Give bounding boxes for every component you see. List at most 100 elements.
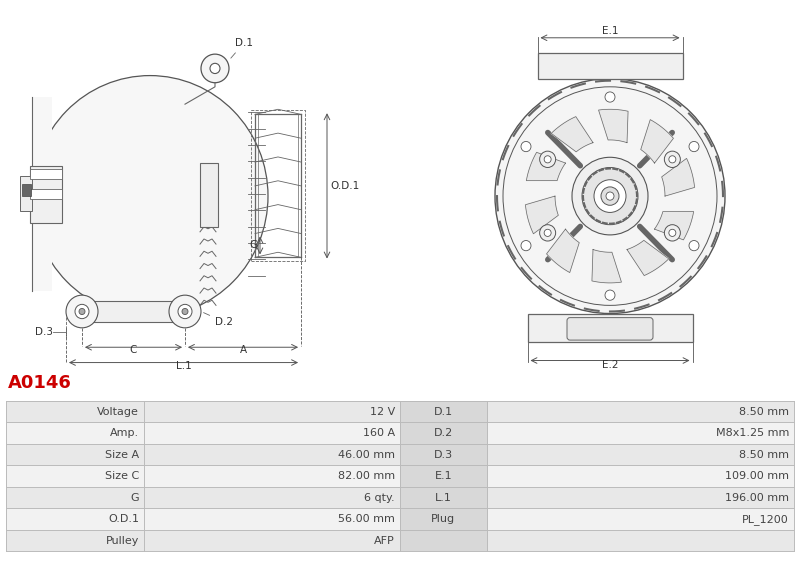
Bar	[6, 422, 144, 444]
Bar	[486, 530, 794, 552]
Polygon shape	[662, 158, 694, 196]
Bar	[144, 465, 400, 487]
Text: L.1: L.1	[435, 493, 452, 503]
Text: C: C	[130, 345, 137, 355]
Circle shape	[79, 309, 85, 315]
Text: 6 qty.: 6 qty.	[364, 493, 395, 503]
Text: 109.00 mm: 109.00 mm	[725, 471, 789, 481]
Circle shape	[664, 224, 680, 241]
Text: D.3: D.3	[434, 450, 453, 460]
Bar	[144, 530, 400, 552]
Bar	[486, 444, 794, 465]
Bar	[486, 401, 794, 422]
Circle shape	[521, 240, 531, 251]
Text: A: A	[239, 345, 246, 355]
Text: G: G	[130, 493, 139, 503]
Circle shape	[178, 305, 192, 319]
Text: L.1: L.1	[176, 361, 191, 371]
Bar	[6, 530, 144, 552]
Text: 8.50 mm: 8.50 mm	[739, 450, 789, 460]
Circle shape	[582, 168, 638, 224]
Circle shape	[201, 54, 229, 83]
Bar	[400, 465, 486, 487]
Circle shape	[544, 230, 551, 236]
Circle shape	[495, 78, 725, 314]
Bar	[144, 444, 400, 465]
Text: G: G	[250, 240, 258, 250]
Text: O.D.1: O.D.1	[108, 514, 139, 524]
Bar	[200, 164, 218, 227]
Text: 46.00 mm: 46.00 mm	[338, 450, 395, 460]
Text: E.1: E.1	[434, 471, 452, 481]
Bar	[6, 444, 144, 465]
Bar	[144, 509, 400, 530]
Bar	[486, 487, 794, 509]
Polygon shape	[654, 212, 694, 240]
Bar	[400, 530, 486, 552]
Text: 56.00 mm: 56.00 mm	[338, 514, 395, 524]
Circle shape	[75, 305, 89, 319]
Text: D.3: D.3	[35, 327, 53, 337]
Bar	[486, 422, 794, 444]
Polygon shape	[641, 120, 674, 163]
Text: A0146: A0146	[8, 374, 72, 392]
Text: D.2: D.2	[203, 312, 233, 327]
Bar	[82, 301, 185, 321]
Bar	[486, 509, 794, 530]
Text: E.2: E.2	[602, 360, 618, 369]
Text: O.D.1: O.D.1	[330, 181, 359, 191]
Bar	[486, 465, 794, 487]
Bar	[22, 184, 31, 196]
Polygon shape	[598, 109, 628, 143]
Bar	[6, 465, 144, 487]
Circle shape	[210, 63, 220, 73]
Circle shape	[594, 180, 626, 213]
Bar	[30, 189, 62, 199]
Text: D.1: D.1	[231, 38, 253, 58]
Polygon shape	[592, 249, 622, 283]
Circle shape	[605, 290, 615, 300]
Polygon shape	[546, 229, 579, 272]
Text: Voltage: Voltage	[97, 407, 139, 417]
Text: D.1: D.1	[434, 407, 453, 417]
Circle shape	[606, 192, 614, 200]
Text: Plug: Plug	[431, 514, 455, 524]
Bar	[6, 509, 144, 530]
Text: AFP: AFP	[374, 536, 395, 546]
Polygon shape	[627, 240, 669, 276]
Text: Pulley: Pulley	[106, 536, 139, 546]
Circle shape	[182, 309, 188, 315]
Bar	[400, 444, 486, 465]
Text: 160 A: 160 A	[363, 428, 395, 438]
Bar	[144, 401, 400, 422]
Text: Size A: Size A	[105, 450, 139, 460]
Bar	[400, 422, 486, 444]
Circle shape	[169, 295, 201, 328]
Bar	[400, 509, 486, 530]
Text: PL_1200: PL_1200	[742, 514, 789, 525]
Circle shape	[521, 142, 531, 152]
Text: Amp.: Amp.	[110, 428, 139, 438]
Bar	[30, 169, 62, 179]
Bar	[538, 53, 682, 78]
Polygon shape	[551, 117, 593, 152]
Bar	[30, 166, 62, 223]
Text: D.2: D.2	[434, 428, 453, 438]
Bar	[6, 487, 144, 509]
Bar	[400, 487, 486, 509]
Circle shape	[66, 295, 98, 328]
Text: Size C: Size C	[105, 471, 139, 481]
Circle shape	[540, 151, 556, 168]
Circle shape	[669, 156, 676, 163]
Text: M8x1.25 mm: M8x1.25 mm	[716, 428, 789, 438]
Circle shape	[32, 76, 268, 316]
Polygon shape	[526, 196, 558, 233]
Circle shape	[664, 151, 680, 168]
Bar	[20, 175, 32, 212]
Circle shape	[669, 230, 676, 236]
Bar	[6, 401, 144, 422]
Bar	[527, 314, 693, 342]
Circle shape	[544, 156, 551, 163]
Bar	[144, 422, 400, 444]
FancyBboxPatch shape	[567, 318, 653, 340]
